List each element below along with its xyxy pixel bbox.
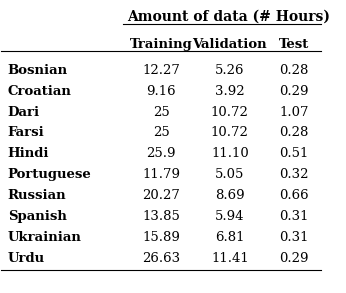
Text: Russian: Russian xyxy=(8,189,66,202)
Text: 0.28: 0.28 xyxy=(279,64,308,77)
Text: 25: 25 xyxy=(153,105,170,119)
Text: Urdu: Urdu xyxy=(8,252,45,265)
Text: 8.69: 8.69 xyxy=(215,189,245,202)
Text: 12.27: 12.27 xyxy=(142,64,180,77)
Text: Farsi: Farsi xyxy=(8,127,45,139)
Text: 25: 25 xyxy=(153,127,170,139)
Text: 11.79: 11.79 xyxy=(142,168,180,181)
Text: 10.72: 10.72 xyxy=(211,105,249,119)
Text: 0.29: 0.29 xyxy=(279,252,309,265)
Text: Validation: Validation xyxy=(192,38,267,51)
Text: Hindi: Hindi xyxy=(8,147,49,160)
Text: 3.92: 3.92 xyxy=(215,85,245,98)
Text: Croatian: Croatian xyxy=(8,85,72,98)
Text: 10.72: 10.72 xyxy=(211,127,249,139)
Text: 0.32: 0.32 xyxy=(279,168,309,181)
Text: 5.26: 5.26 xyxy=(215,64,245,77)
Text: Spanish: Spanish xyxy=(8,210,67,223)
Text: Portuguese: Portuguese xyxy=(8,168,92,181)
Text: Test: Test xyxy=(279,38,309,51)
Text: 25.9: 25.9 xyxy=(146,147,176,160)
Text: 26.63: 26.63 xyxy=(142,252,180,265)
Text: 11.10: 11.10 xyxy=(211,147,249,160)
Text: 5.94: 5.94 xyxy=(215,210,245,223)
Text: 0.29: 0.29 xyxy=(279,85,309,98)
Text: 0.31: 0.31 xyxy=(279,210,309,223)
Text: Bosnian: Bosnian xyxy=(8,64,68,77)
Text: 1.07: 1.07 xyxy=(279,105,309,119)
Text: 5.05: 5.05 xyxy=(215,168,245,181)
Text: 0.66: 0.66 xyxy=(279,189,309,202)
Text: Training: Training xyxy=(130,38,192,51)
Text: 6.81: 6.81 xyxy=(215,231,245,244)
Text: 9.16: 9.16 xyxy=(146,85,176,98)
Text: 0.31: 0.31 xyxy=(279,231,309,244)
Text: 13.85: 13.85 xyxy=(142,210,180,223)
Text: 11.41: 11.41 xyxy=(211,252,249,265)
Text: 20.27: 20.27 xyxy=(142,189,180,202)
Text: 15.89: 15.89 xyxy=(142,231,180,244)
Text: Ukrainian: Ukrainian xyxy=(8,231,82,244)
Text: 0.28: 0.28 xyxy=(279,127,308,139)
Text: 0.51: 0.51 xyxy=(279,147,308,160)
Text: Dari: Dari xyxy=(8,105,40,119)
Text: Amount of data (# Hours): Amount of data (# Hours) xyxy=(127,10,330,24)
